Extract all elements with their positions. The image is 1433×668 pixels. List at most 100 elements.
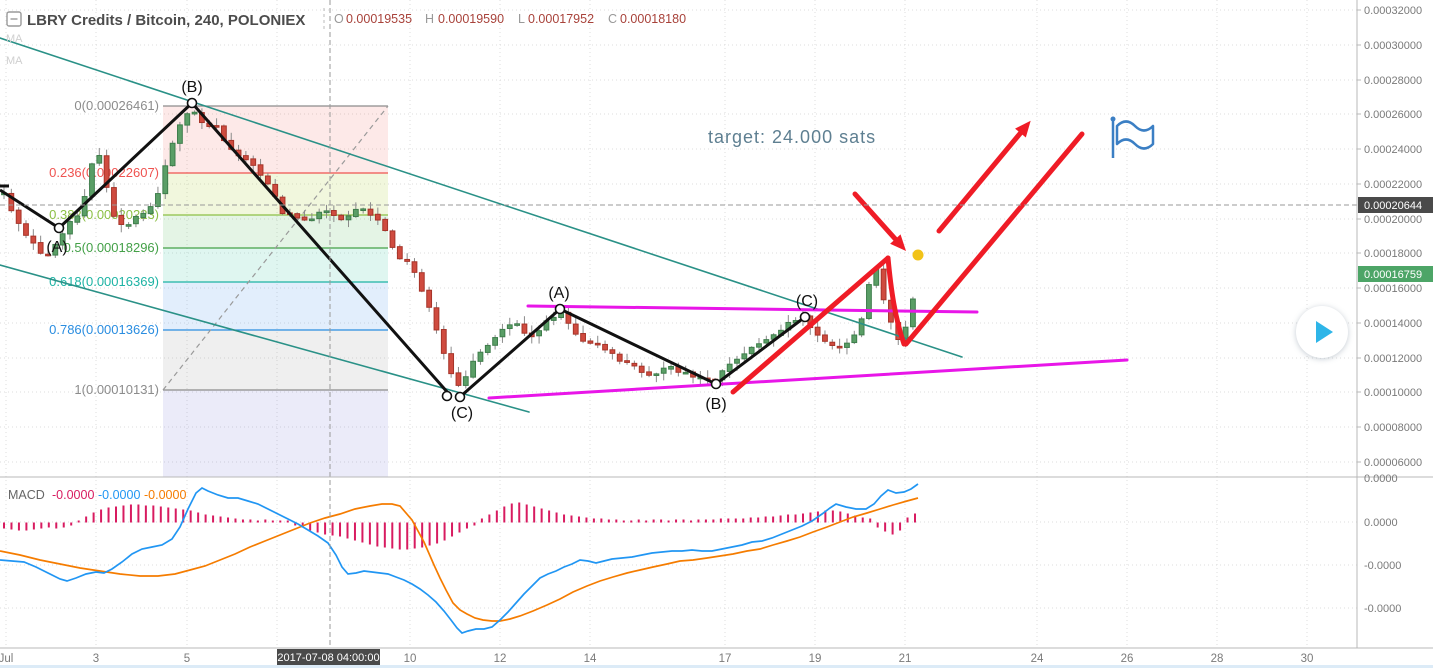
zigzag-pivot[interactable] bbox=[441, 390, 453, 402]
teal-channel-lower[interactable] bbox=[0, 264, 530, 413]
chart-legend: LBRY Credits / Bitcoin, 240, POLONIEX O … bbox=[6, 8, 686, 67]
zigzag-line[interactable] bbox=[0, 101, 451, 395]
legend-collapse-icon[interactable] bbox=[6, 11, 22, 27]
ohlc-open-label: O bbox=[334, 12, 344, 26]
red-rally-2[interactable] bbox=[903, 131, 1085, 347]
wave-label[interactable]: (B) bbox=[181, 79, 202, 96]
teal-channel-upper[interactable] bbox=[0, 37, 963, 358]
red-arrow-up-head[interactable] bbox=[1015, 120, 1031, 138]
candle-body bbox=[308, 218, 315, 222]
time-axis-label: 30 bbox=[1301, 653, 1314, 665]
candle-body bbox=[741, 353, 748, 360]
macd-signal-value: -0.0000 bbox=[144, 488, 186, 502]
fib-band[interactable] bbox=[163, 248, 388, 282]
price-axis-label: 0.00022000 bbox=[1364, 179, 1422, 191]
price-axis-label: 0.00010000 bbox=[1364, 387, 1422, 399]
candle-body bbox=[587, 340, 594, 344]
trend-line-drawings[interactable] bbox=[0, 37, 1155, 413]
macd-pane bbox=[0, 483, 919, 634]
red-rally-1[interactable] bbox=[730, 255, 891, 395]
candle-body bbox=[169, 142, 176, 167]
time-axis-label: 5 bbox=[184, 653, 190, 665]
ohlc-high-value: 0.00019590 bbox=[438, 12, 504, 26]
wave-label[interactable]: (C) bbox=[796, 293, 818, 310]
wave-label[interactable]: (C) bbox=[451, 405, 473, 422]
candle-body bbox=[45, 253, 51, 257]
wave-label[interactable]: (B) bbox=[705, 396, 726, 413]
fib-band[interactable] bbox=[163, 330, 388, 390]
ohlc-low-value: 0.00017952 bbox=[528, 12, 594, 26]
red-drop-curve[interactable] bbox=[885, 255, 907, 347]
candle-body bbox=[682, 371, 689, 375]
fib-retracement-drawing[interactable]: 0(0.00026461)0.236(0.00022607)0.382(0.00… bbox=[49, 98, 389, 477]
candle-body bbox=[140, 212, 147, 218]
candle-body bbox=[184, 113, 191, 126]
flag-icon[interactable] bbox=[1115, 120, 1155, 150]
candle-body bbox=[580, 333, 586, 342]
candle-body bbox=[814, 326, 821, 336]
candle-body bbox=[125, 224, 132, 227]
candle-body bbox=[396, 246, 403, 260]
zigzag-pivot[interactable] bbox=[186, 97, 198, 109]
candle-body bbox=[264, 175, 271, 185]
candle-body bbox=[323, 210, 330, 214]
candle-body bbox=[257, 164, 264, 176]
candle-body bbox=[660, 367, 667, 374]
candle-body bbox=[426, 289, 433, 308]
candle-body bbox=[118, 214, 125, 225]
magenta-resistance[interactable] bbox=[526, 304, 979, 314]
zigzag-pivot[interactable] bbox=[53, 222, 65, 234]
candle-body bbox=[389, 230, 396, 248]
magenta-support[interactable] bbox=[487, 358, 1129, 400]
last-price-badge-text: 0.00016759 bbox=[1364, 269, 1422, 281]
zigzag-pivot[interactable] bbox=[454, 391, 466, 403]
wave-label[interactable]: (A) bbox=[548, 285, 569, 302]
candle-body bbox=[748, 346, 755, 355]
play-icon bbox=[1316, 321, 1333, 343]
candle-body bbox=[242, 155, 249, 161]
target-annotation-text[interactable]: target: 24.000 sats bbox=[708, 127, 876, 147]
price-axis-label: 0.00016000 bbox=[1364, 283, 1422, 295]
elliott-wave-drawing[interactable]: (B) (A) (C) (A) (B) (C) bbox=[0, 79, 818, 422]
candle-body bbox=[822, 334, 828, 342]
candle-body bbox=[602, 343, 608, 351]
candle-body bbox=[484, 344, 491, 353]
candle-body bbox=[411, 261, 418, 273]
scroll-to-realtime-button[interactable] bbox=[1296, 306, 1348, 358]
price-axis-label: 0.00024000 bbox=[1364, 144, 1422, 156]
zigzag-pivot[interactable] bbox=[799, 311, 811, 323]
candle-body bbox=[67, 221, 73, 235]
candle-body bbox=[147, 206, 154, 215]
candle-body bbox=[448, 353, 455, 375]
ohlc-close-label: C bbox=[608, 12, 617, 26]
price-axis-bg[interactable] bbox=[1357, 0, 1433, 668]
zigzag-pivot[interactable] bbox=[554, 303, 566, 315]
zigzag-pivot[interactable] bbox=[710, 378, 722, 390]
ohlc-open-value: 0.00019535 bbox=[346, 12, 412, 26]
fib-band[interactable] bbox=[163, 282, 388, 330]
fib-band[interactable] bbox=[163, 390, 388, 477]
fib-band[interactable] bbox=[163, 215, 388, 248]
wave-label[interactable]: (A) bbox=[46, 239, 67, 256]
macd-main-line bbox=[0, 483, 919, 634]
fib-band[interactable] bbox=[163, 106, 388, 173]
zigzag-line[interactable] bbox=[460, 307, 806, 398]
candle-body bbox=[133, 215, 139, 225]
fib-diagonal[interactable] bbox=[162, 105, 389, 391]
candle-body bbox=[499, 328, 506, 338]
macd-signal-line bbox=[0, 497, 919, 622]
price-axis-label: 0.00014000 bbox=[1364, 318, 1422, 330]
ma-label-1: MA bbox=[6, 33, 23, 45]
candle-body bbox=[536, 330, 542, 337]
flag-icon[interactable] bbox=[1110, 116, 1116, 122]
red-arrow-up[interactable] bbox=[936, 127, 1026, 234]
red-arrow-down-head[interactable] bbox=[890, 234, 907, 251]
candle-body bbox=[103, 155, 110, 188]
candle-body bbox=[360, 208, 367, 212]
candle-body bbox=[462, 376, 469, 386]
red-arrow-down[interactable] bbox=[852, 191, 901, 245]
candle-body bbox=[30, 235, 37, 244]
yellow-dot-marker[interactable] bbox=[912, 249, 924, 261]
